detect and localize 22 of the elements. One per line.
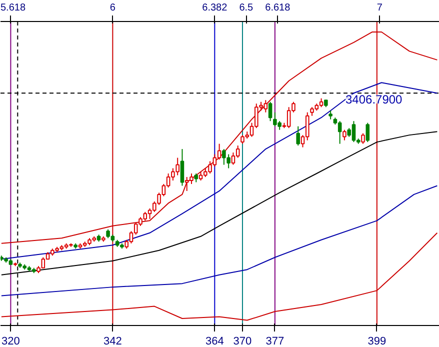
x-tick-label: 399 (368, 336, 386, 347)
x2-tick-label: 6.5 (239, 2, 254, 14)
x2-tick-label: 6.382 (202, 2, 228, 14)
annotation: 3406.7900 (346, 92, 403, 106)
candlestick (268, 101, 272, 122)
x2-tick-label: 6.618 (265, 2, 291, 14)
x2-tick-label: 7 (376, 2, 383, 14)
candlestick (296, 126, 300, 146)
x-tick-label: 364 (205, 336, 224, 347)
x-tick-label: 342 (104, 336, 122, 347)
x2-tick-label: 6 (110, 2, 116, 14)
candlestick (231, 152, 236, 166)
candlestick (366, 122, 370, 143)
candlestick (305, 112, 310, 141)
x2-tick-label: 5.618 (0, 2, 26, 14)
candlestick (180, 148, 184, 186)
candlestick (342, 129, 346, 141)
candlestick (361, 132, 365, 144)
candlestick (338, 120, 342, 144)
x-tick-label: 377 (266, 336, 284, 347)
x-tick-label: 370 (233, 336, 252, 347)
x-tick-label: 320 (2, 336, 20, 347)
